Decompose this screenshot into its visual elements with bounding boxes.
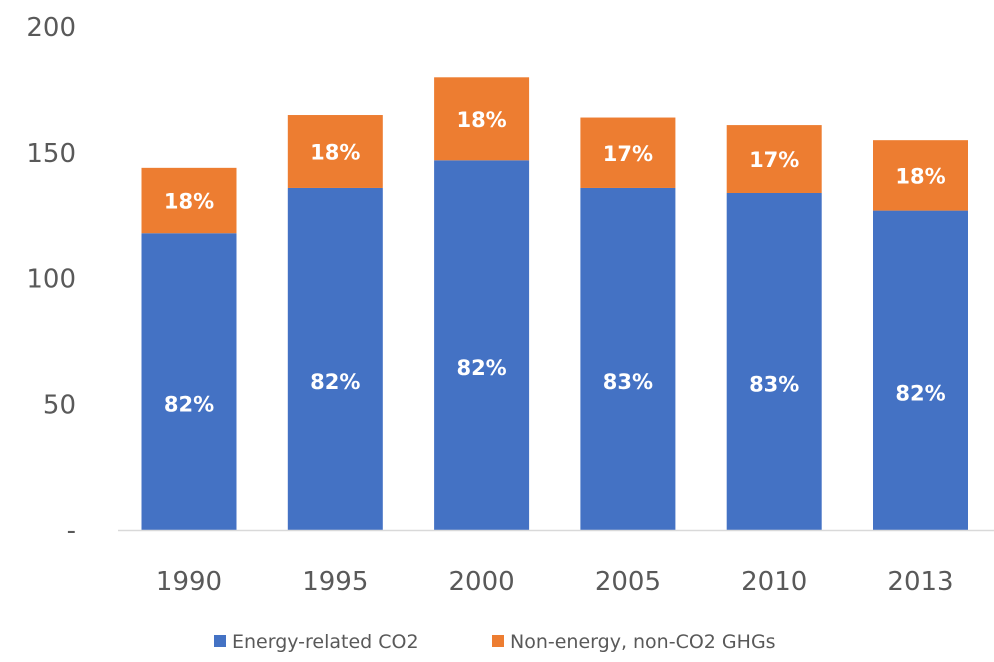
data-label: 18% <box>456 108 506 132</box>
data-label: 17% <box>603 142 653 166</box>
bar-energy-co2 <box>287 187 383 530</box>
data-label: 82% <box>310 370 360 394</box>
bar-non-energy-ghg <box>580 117 676 188</box>
data-label: 18% <box>310 140 360 164</box>
legend-label: Energy-related CO2 <box>232 631 419 653</box>
legend-label: Non-energy, non-CO2 GHGs <box>510 631 776 653</box>
x-tick-label: 2005 <box>595 567 661 597</box>
data-label: 17% <box>749 148 799 172</box>
x-tick-label: 2000 <box>449 567 515 597</box>
data-label: 83% <box>603 370 653 394</box>
bar-energy-co2 <box>434 160 530 531</box>
y-tick-label: 50 <box>43 390 76 420</box>
x-tick-label: 2013 <box>887 567 953 597</box>
data-label: 82% <box>456 356 506 380</box>
y-tick-label: - <box>67 516 76 546</box>
data-label: 18% <box>164 190 214 214</box>
data-label: 82% <box>895 381 945 405</box>
bar-non-energy-ghg <box>726 125 822 193</box>
bar-energy-co2 <box>873 210 968 530</box>
bar-non-energy-ghg <box>873 140 968 211</box>
y-tick-label: 200 <box>26 13 76 43</box>
legend-swatch <box>214 635 226 647</box>
y-tick-label: 150 <box>26 139 76 169</box>
data-label: 82% <box>164 393 214 417</box>
x-tick-label: 1990 <box>156 567 222 597</box>
bar-energy-co2 <box>141 233 237 531</box>
data-label: 83% <box>749 372 799 396</box>
bar-non-energy-ghg <box>434 77 530 161</box>
bar-energy-co2 <box>580 187 676 530</box>
bar-non-energy-ghg <box>287 115 383 188</box>
x-tick-label: 1995 <box>302 567 368 597</box>
x-tick-label: 2010 <box>741 567 807 597</box>
data-label: 18% <box>895 164 945 188</box>
bar-energy-co2 <box>726 192 822 531</box>
bar-non-energy-ghg <box>141 167 237 234</box>
legend-swatch <box>492 635 504 647</box>
y-tick-label: 100 <box>26 265 76 295</box>
